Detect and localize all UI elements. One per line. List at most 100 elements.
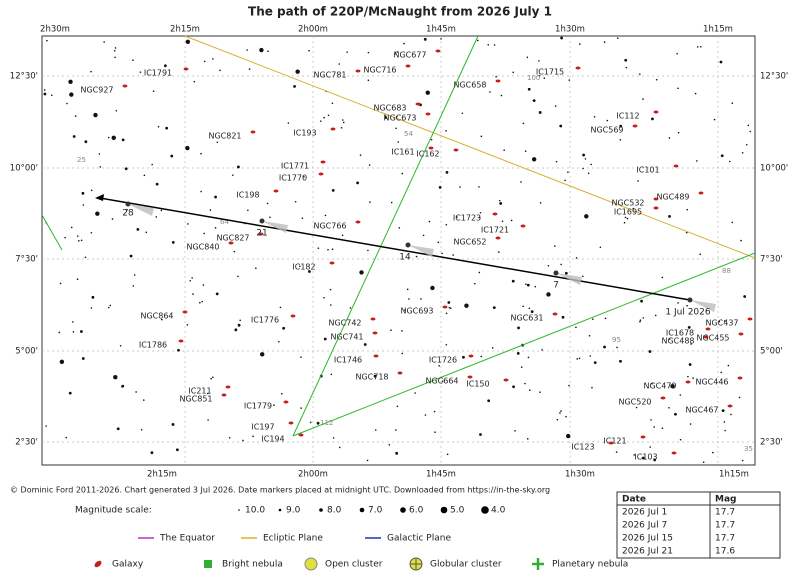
star [406, 288, 409, 291]
star [186, 324, 189, 326]
comet-marker [556, 273, 582, 285]
object-label: IC1791 [144, 69, 172, 78]
star [723, 421, 726, 423]
object-label: IC121 [603, 437, 626, 446]
object-label: IC1723 [453, 214, 481, 223]
star [603, 41, 606, 43]
star [593, 116, 596, 118]
star [637, 180, 639, 182]
star [398, 227, 401, 229]
object-label: NGC716 [363, 66, 396, 75]
magnitude-dot [319, 508, 323, 512]
object-label: NGC781 [313, 71, 346, 80]
magnitude-dot [400, 507, 406, 513]
star [459, 186, 461, 188]
star [593, 361, 597, 365]
star [619, 138, 622, 141]
galaxy-symbol [397, 371, 403, 375]
star [474, 282, 476, 285]
star [478, 271, 481, 274]
star [720, 371, 723, 374]
star [269, 216, 271, 219]
star [163, 64, 167, 68]
star [498, 251, 500, 253]
star [329, 288, 332, 291]
star [359, 154, 362, 156]
star [713, 118, 716, 121]
star [445, 129, 447, 132]
open-cluster-icon [304, 557, 318, 571]
date-marker: 14 [399, 253, 411, 263]
star [487, 43, 490, 46]
star [140, 428, 143, 431]
star [414, 392, 416, 394]
comet-marker [690, 300, 716, 312]
star [327, 248, 329, 251]
star [588, 334, 591, 337]
galaxy-symbol [372, 331, 378, 335]
object-label: NGC520 [618, 398, 651, 407]
star [584, 214, 589, 219]
star [648, 350, 652, 353]
star [203, 232, 205, 235]
ra-label: 2h00m [298, 25, 328, 35]
star [185, 145, 190, 151]
galaxy-symbol [495, 236, 501, 240]
star [499, 202, 503, 205]
star [404, 309, 406, 311]
star [234, 328, 238, 332]
star-number: 64 [220, 218, 229, 226]
ecliptic [184, 35, 756, 259]
galaxy-symbol [608, 441, 614, 445]
star [624, 216, 627, 219]
star [338, 63, 341, 65]
star [367, 249, 369, 252]
star [247, 209, 249, 212]
dec-label: 10°00' [10, 164, 38, 174]
star [654, 314, 657, 317]
star [331, 248, 334, 251]
star [43, 92, 47, 96]
galaxy-symbol [225, 385, 231, 389]
star [639, 320, 641, 323]
star [599, 246, 602, 249]
star [747, 124, 750, 127]
star [64, 236, 66, 239]
legend-label: Galactic Plane [387, 534, 451, 544]
star [356, 181, 360, 185]
object-label: IC161 [391, 148, 414, 157]
star [81, 191, 85, 195]
star [323, 116, 325, 119]
object-label: IC211 [188, 387, 211, 396]
object-label: NGC569 [590, 126, 623, 135]
star [650, 419, 652, 421]
object-label: NGC683 [373, 104, 406, 113]
star [576, 358, 579, 360]
star [749, 130, 752, 133]
object-label: NGC741 [330, 333, 363, 342]
star [107, 136, 110, 139]
object-label: NGC827 [216, 234, 249, 243]
star [132, 285, 135, 287]
star [478, 216, 481, 219]
star [653, 426, 655, 428]
star [517, 326, 520, 330]
table-cell: 2026 Jul 7 [622, 521, 667, 531]
star [237, 165, 240, 169]
object-label: NGC664 [425, 377, 458, 386]
star [449, 307, 452, 310]
object-label: NGC864 [140, 312, 173, 321]
star [233, 250, 236, 253]
galaxy-symbol [228, 241, 234, 245]
star [516, 352, 520, 355]
object-label: NGC742 [328, 319, 361, 328]
star [384, 116, 388, 119]
star [492, 306, 496, 309]
star [445, 312, 448, 315]
star [90, 70, 92, 73]
star [115, 109, 118, 112]
star [510, 219, 513, 222]
star [564, 179, 566, 182]
star [395, 127, 397, 130]
star [478, 186, 480, 188]
